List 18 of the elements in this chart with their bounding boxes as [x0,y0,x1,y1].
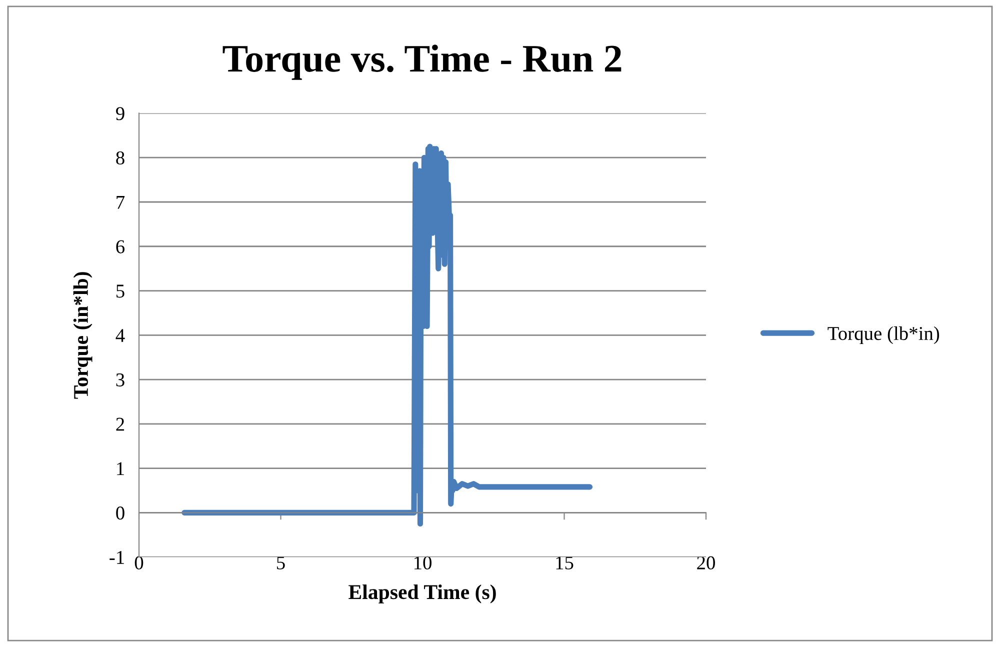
y-axis-title: Torque (in*lb) [73,272,92,399]
y-tick-label: 7 [116,196,125,209]
y-tick-label: 6 [116,240,125,254]
y-tick-label: 0 [116,506,124,520]
y-tick-label: 3 [116,373,124,386]
y-tick-label: 4 [116,329,125,342]
y-tick-label: 1 [117,462,124,476]
y-tick-label: 8 [116,151,124,165]
y-tick-label: -1 [110,550,124,564]
x-tick-label: 10 [414,556,432,570]
x-tick-label: 20 [697,556,715,570]
y-tick-label: 2 [116,418,124,431]
y-tick-label: 9 [116,107,124,120]
y-tick-label: 5 [116,284,124,298]
chart-title: Torque vs. Time - Run 2 [222,44,622,80]
x-tick-label: 0 [134,556,144,570]
legend-label: Torque (lb*in) [828,326,940,344]
x-axis-title: Elapsed Time (s) [348,584,496,604]
